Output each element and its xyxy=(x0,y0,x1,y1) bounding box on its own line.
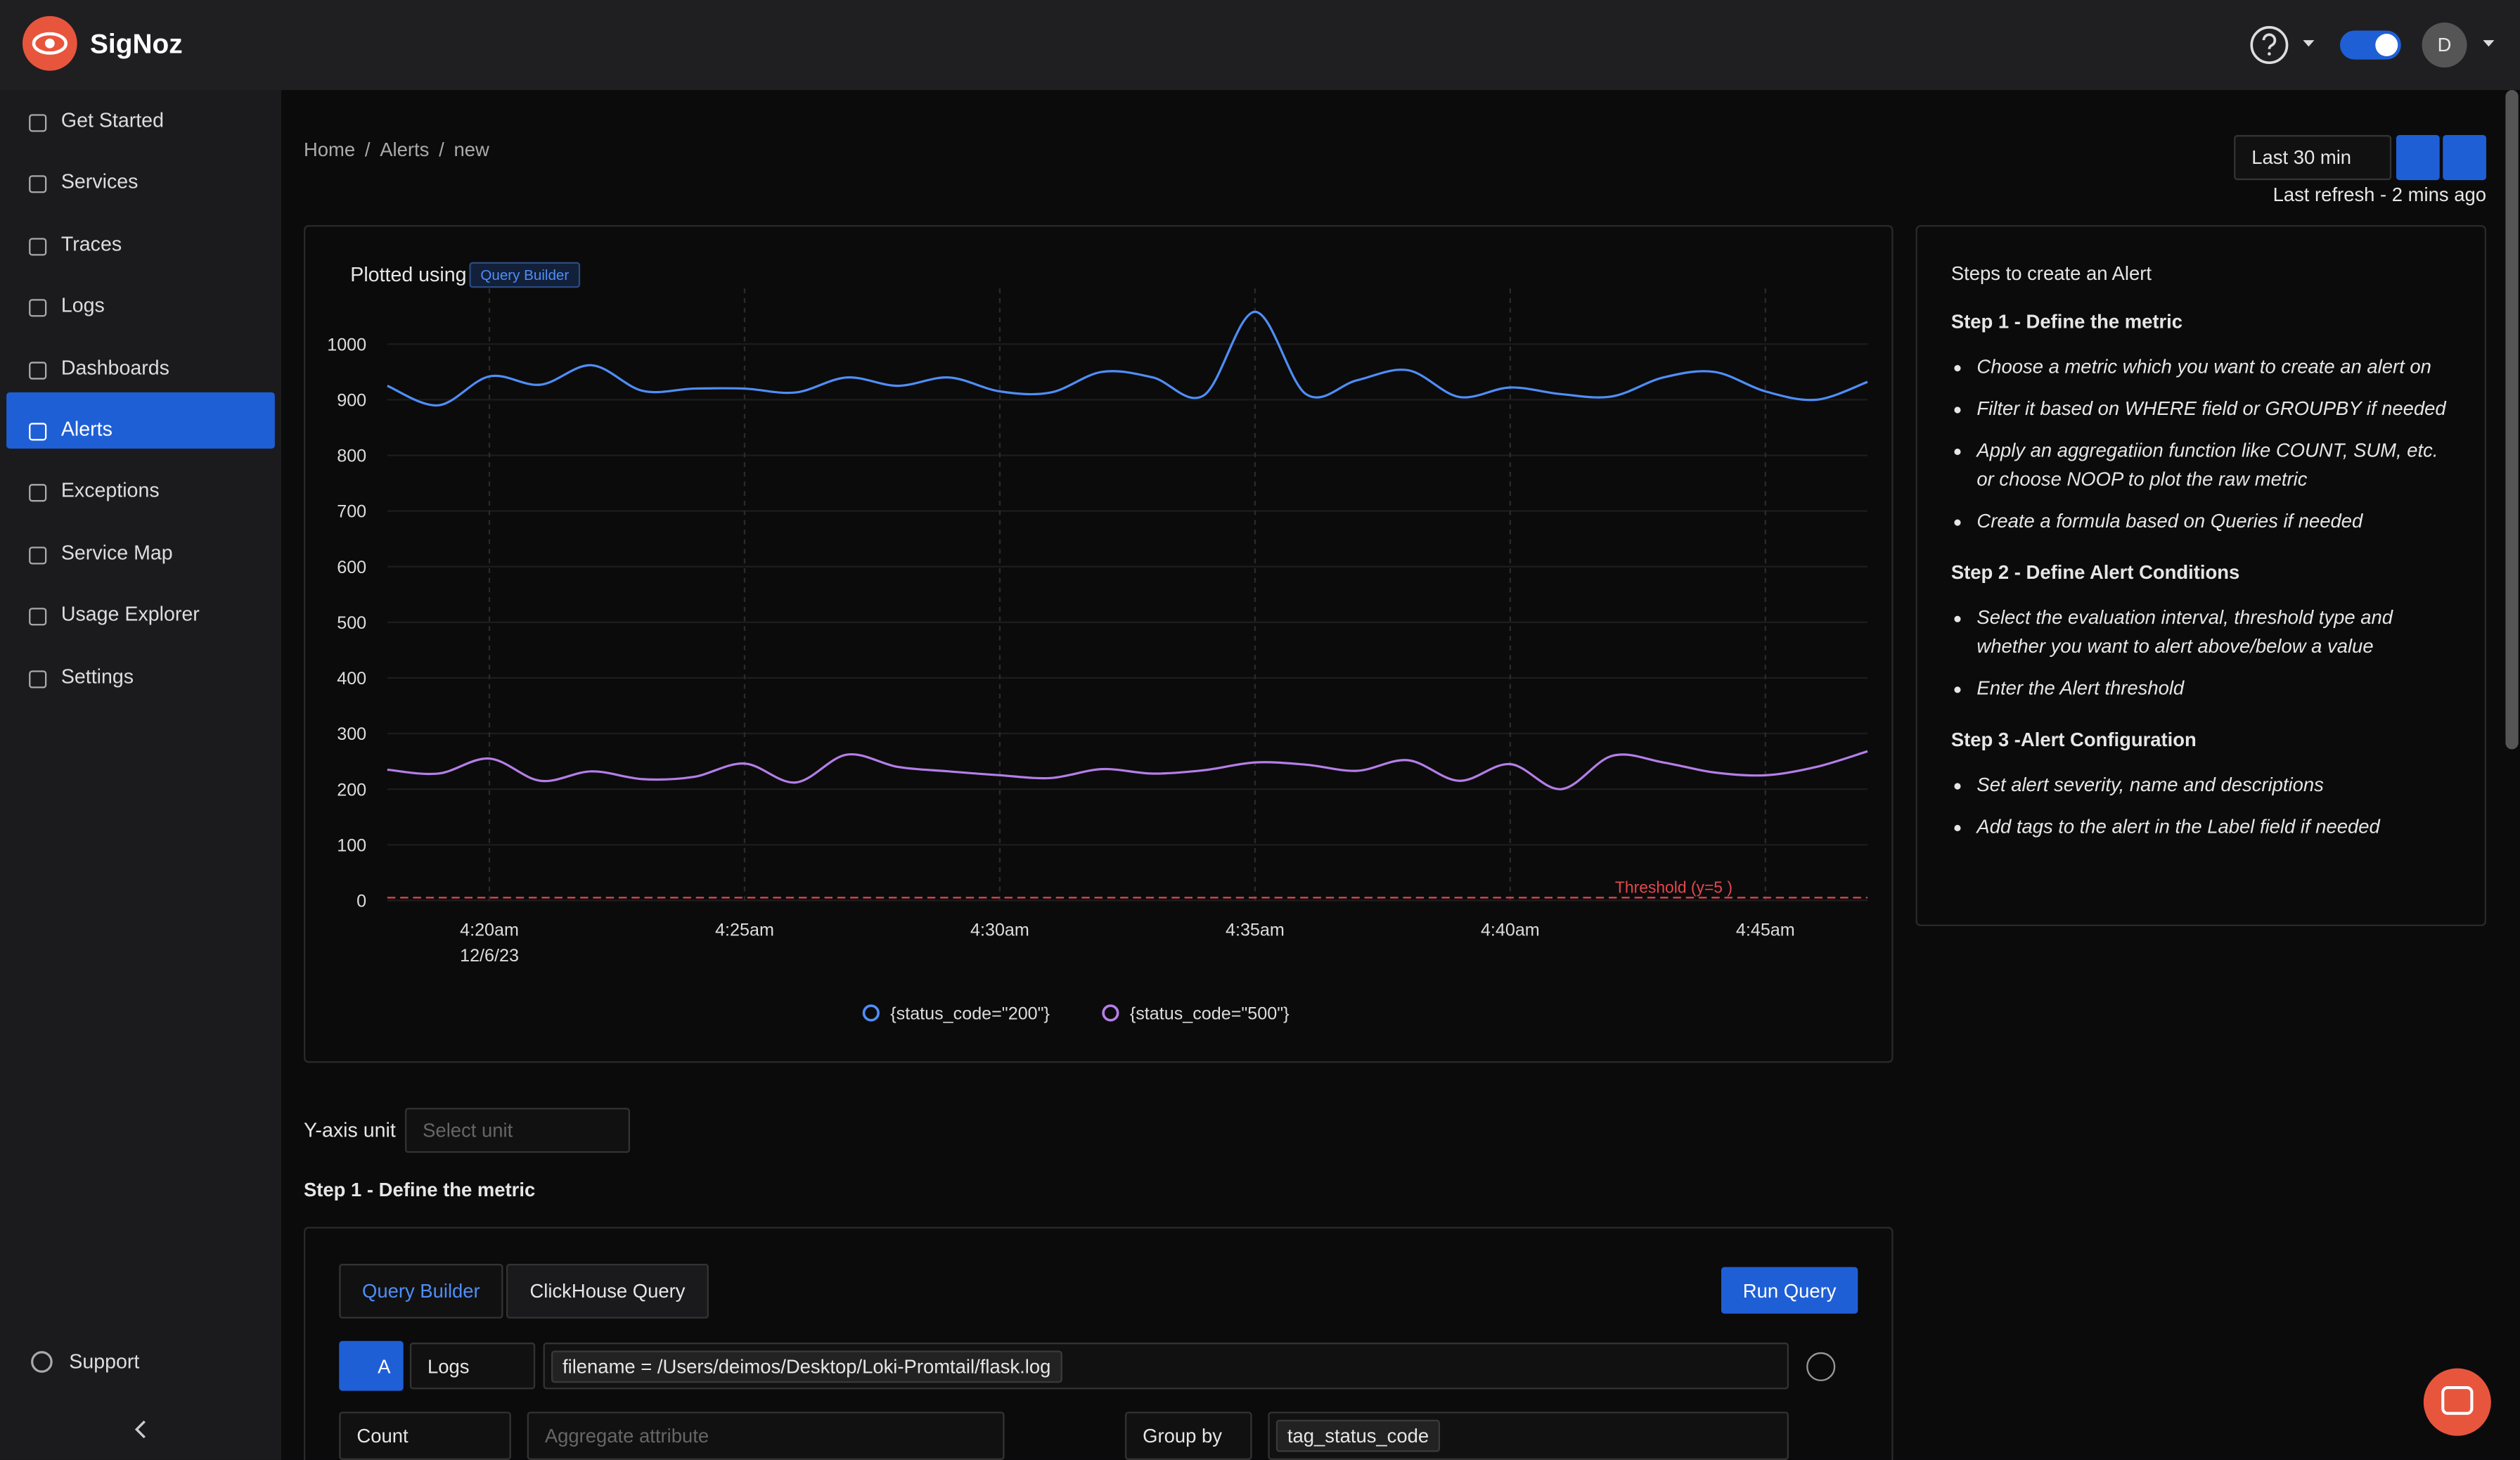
tab-label: Query Builder xyxy=(361,1279,480,1302)
brand: SigNoz xyxy=(89,29,183,60)
group-by-chip: tag_status_code xyxy=(1275,1419,1441,1452)
step-heading: Step 3 -Alert Configuration xyxy=(1950,728,2197,751)
step-item: Add tags to the alert in the Label field… xyxy=(1976,812,2452,841)
nav-item[interactable]: Logs xyxy=(60,294,105,317)
plot-badge: Query Builder xyxy=(469,262,581,288)
y-unit-label: Y-axis unit xyxy=(303,1119,396,1142)
sidebar xyxy=(0,90,281,1460)
nav-item[interactable]: Usage Explorer xyxy=(60,603,200,626)
run-label: Run Query xyxy=(1742,1279,1837,1302)
aggregate-placeholder: Aggregate attribute xyxy=(544,1424,709,1447)
time-picker[interactable]: Last 30 min xyxy=(2234,135,2392,181)
step-list: Choose a metric which you want to create… xyxy=(1951,352,2452,536)
nav-icon xyxy=(29,546,47,565)
nav-icon xyxy=(29,423,47,441)
step-heading: Step 1 - Define the metric xyxy=(1950,310,2183,333)
nav-icon xyxy=(29,485,47,503)
refresh-options[interactable] xyxy=(2443,135,2486,181)
y-unit-placeholder: Select unit xyxy=(423,1119,513,1142)
time-range: Last 30 min xyxy=(2251,146,2352,169)
aggregate-select[interactable]: Count xyxy=(339,1411,511,1460)
data-source[interactable]: Logs xyxy=(409,1343,536,1390)
nav-icon xyxy=(29,237,47,256)
step-list: Set alert severity, name and description… xyxy=(1951,770,2452,841)
group-by-label-box: Group by xyxy=(1124,1411,1252,1460)
nav-item[interactable]: Get Started xyxy=(60,109,164,132)
step-item: Apply an aggregatiion function like COUN… xyxy=(1976,436,2452,494)
refresh-button[interactable] xyxy=(2396,135,2440,181)
tab[interactable]: Query Builder xyxy=(339,1264,503,1319)
breadcrumb-item[interactable]: new xyxy=(454,138,489,161)
y-unit-select[interactable]: Select unit xyxy=(404,1108,630,1153)
step-item: Choose a metric which you want to create… xyxy=(1976,352,2452,381)
nav-item[interactable]: Services xyxy=(60,171,139,194)
breadcrumb-item[interactable]: Home xyxy=(303,138,356,161)
query-name: A xyxy=(378,1355,391,1378)
remove-query[interactable] xyxy=(1806,1352,1836,1381)
nav-item[interactable]: Traces xyxy=(60,233,122,256)
steps-panel: Steps to create an Alert Step 1 - Define… xyxy=(1915,225,2486,926)
nav-icon xyxy=(29,114,47,132)
chat-button[interactable] xyxy=(2423,1368,2491,1436)
aggregate-value: Count xyxy=(356,1424,409,1447)
nav-icon xyxy=(29,670,47,688)
nav-item[interactable]: Dashboards xyxy=(60,356,169,379)
nav-item[interactable]: Settings xyxy=(60,665,134,688)
nav-item[interactable]: Service Map xyxy=(60,542,173,565)
step-item: Select the evaluation interval, threshol… xyxy=(1976,603,2452,660)
query-toggle[interactable]: A xyxy=(339,1340,404,1391)
group-by-input[interactable]: tag_status_code xyxy=(1268,1411,1789,1460)
run-query[interactable]: Run Query xyxy=(1721,1267,1858,1314)
step-list: Select the evaluation interval, threshol… xyxy=(1951,603,2452,703)
nav-item[interactable]: Alerts xyxy=(60,418,112,441)
query-card xyxy=(303,1227,1894,1460)
step1-heading: Step 1 - Define the metric xyxy=(303,1178,536,1201)
avatar-letter: D xyxy=(2437,34,2452,57)
breadcrumb-item[interactable]: Alerts xyxy=(380,138,430,161)
header xyxy=(0,0,2520,91)
group-by-label: Group by xyxy=(1143,1424,1222,1447)
nav-icon xyxy=(29,361,47,379)
nav-item[interactable]: Exceptions xyxy=(60,480,160,503)
step-item: Create a formula based on Queries if nee… xyxy=(1976,506,2452,535)
scrollbar[interactable] xyxy=(2505,90,2519,750)
avatar[interactable] xyxy=(2422,23,2467,68)
nav-icon xyxy=(29,176,47,194)
nav-icon xyxy=(29,299,47,317)
breadcrumb-separator: / xyxy=(364,138,371,161)
support-link[interactable]: Support xyxy=(69,1350,140,1373)
step-item: Set alert severity, name and description… xyxy=(1976,770,2452,799)
step-item: Filter it based on WHERE field or GROUPB… xyxy=(1976,394,2452,423)
tab[interactable]: ClickHouse Query xyxy=(506,1264,709,1319)
step-item: Enter the Alert threshold xyxy=(1976,674,2452,703)
data-source-value: Logs xyxy=(427,1355,470,1378)
chart-card xyxy=(303,225,1894,1063)
steps-title: Steps to create an Alert xyxy=(1950,262,2152,285)
aggregate-attribute[interactable]: Aggregate attribute xyxy=(527,1411,1005,1460)
plot-label: Plotted using xyxy=(350,263,467,286)
nav-active xyxy=(6,392,275,449)
filter-chip: filename = /Users/deimos/Desktop/Loki-Pr… xyxy=(551,1350,1062,1383)
breadcrumb-separator: / xyxy=(439,138,444,161)
help-icon[interactable] xyxy=(2250,26,2289,64)
nav-icon xyxy=(29,608,47,626)
last-refresh: Last refresh - 2 mins ago xyxy=(2272,183,2486,206)
step-heading: Step 2 - Define Alert Conditions xyxy=(1950,561,2240,584)
tab-label: ClickHouse Query xyxy=(529,1279,686,1302)
filter-input[interactable]: filename = /Users/deimos/Desktop/Loki-Pr… xyxy=(543,1343,1789,1390)
breadcrumb: Home / Alerts / new xyxy=(304,139,489,161)
